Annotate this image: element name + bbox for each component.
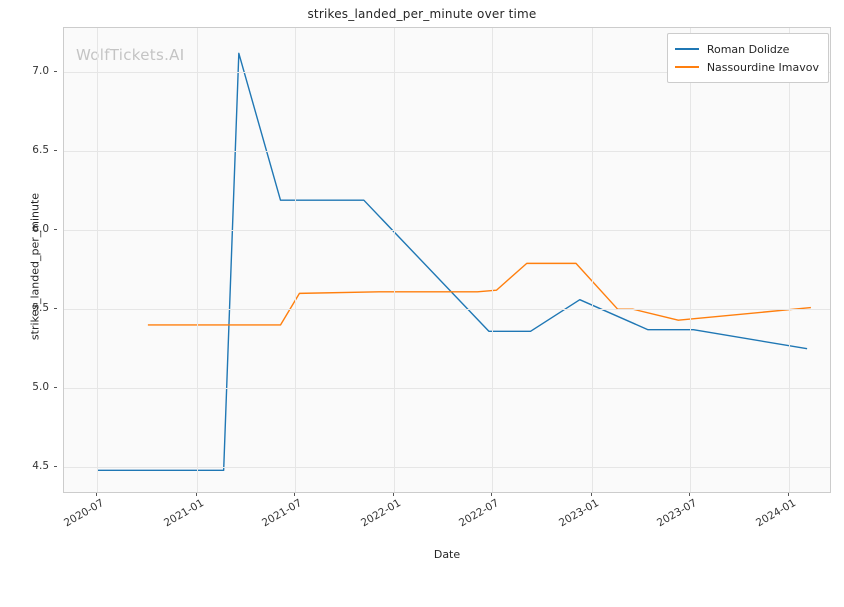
y-tick-mark: [54, 229, 57, 231]
series-line: [147, 262, 811, 326]
y-tick-mark: [54, 466, 57, 468]
series-line: [97, 52, 808, 472]
y-tick-label: 4.5: [32, 460, 49, 473]
gridline-vertical: [97, 28, 98, 492]
series-lines: [97, 52, 811, 472]
legend-label: Roman Dolidze: [706, 42, 790, 56]
legend-color-swatch: [674, 66, 699, 68]
y-tick-mark: [54, 387, 57, 389]
gridline-horizontal: [64, 151, 830, 153]
gridline-vertical: [689, 28, 691, 492]
x-tick-mark: [195, 493, 197, 496]
gridline-vertical: [394, 28, 396, 492]
x-tick-mark: [788, 493, 790, 496]
chart-figure: strikes_landed_per_minute over time 4.5 5…: [0, 7, 831, 563]
y-tick-mark: [54, 71, 57, 73]
y-tick-mark: [54, 150, 57, 152]
gridline-vertical: [294, 28, 296, 492]
chart-legend: Roman Dolidze Nassourdine Imavov: [666, 33, 829, 83]
x-tick-mark: [590, 493, 592, 496]
legend-color-swatch: [674, 48, 699, 50]
x-tick-mark: [393, 493, 395, 496]
x-axis-ticks: 2020-07 2021-01 2021-07 2022-01 2022-07 2023-…: [62, 493, 831, 563]
y-tick-label: 5.5: [32, 302, 49, 315]
gridline-horizontal: [64, 72, 830, 74]
y-axis-ticks: 4.5 5.0 5.5 6.0 6.5 7.0: [0, 27, 57, 493]
legend-item[interactable]: Nassourdine Imavov: [674, 58, 819, 76]
x-tick-mark: [293, 493, 295, 496]
y-tick-mark: [54, 308, 57, 310]
gridline-horizontal: [64, 230, 830, 232]
gridline-horizontal: [64, 467, 830, 469]
y-tick-label: 6.0: [32, 223, 49, 236]
chart-title: strikes_landed_per_minute over time: [307, 7, 537, 21]
gridline-horizontal: [64, 388, 830, 390]
gridline-vertical: [789, 28, 791, 492]
y-axis-label: strikes_landed_per_minute: [28, 192, 42, 341]
gridline-vertical: [591, 28, 593, 492]
x-tick-mark: [688, 493, 690, 496]
y-tick-label: 5.0: [32, 381, 49, 394]
y-tick-label: 7.0: [32, 65, 49, 78]
legend-label: Nassourdine Imavov: [706, 60, 819, 74]
gridline-vertical: [492, 28, 494, 492]
plot-area: WolfTickets.AI: [63, 27, 831, 493]
gridline-vertical: [196, 28, 198, 492]
x-tick-mark: [491, 493, 493, 496]
x-tick-mark: [96, 493, 97, 496]
legend-item[interactable]: Roman Dolidze: [674, 40, 819, 58]
y-tick-label: 6.5: [32, 144, 49, 157]
x-axis-label: Date: [433, 548, 461, 561]
gridline-horizontal: [64, 309, 830, 311]
